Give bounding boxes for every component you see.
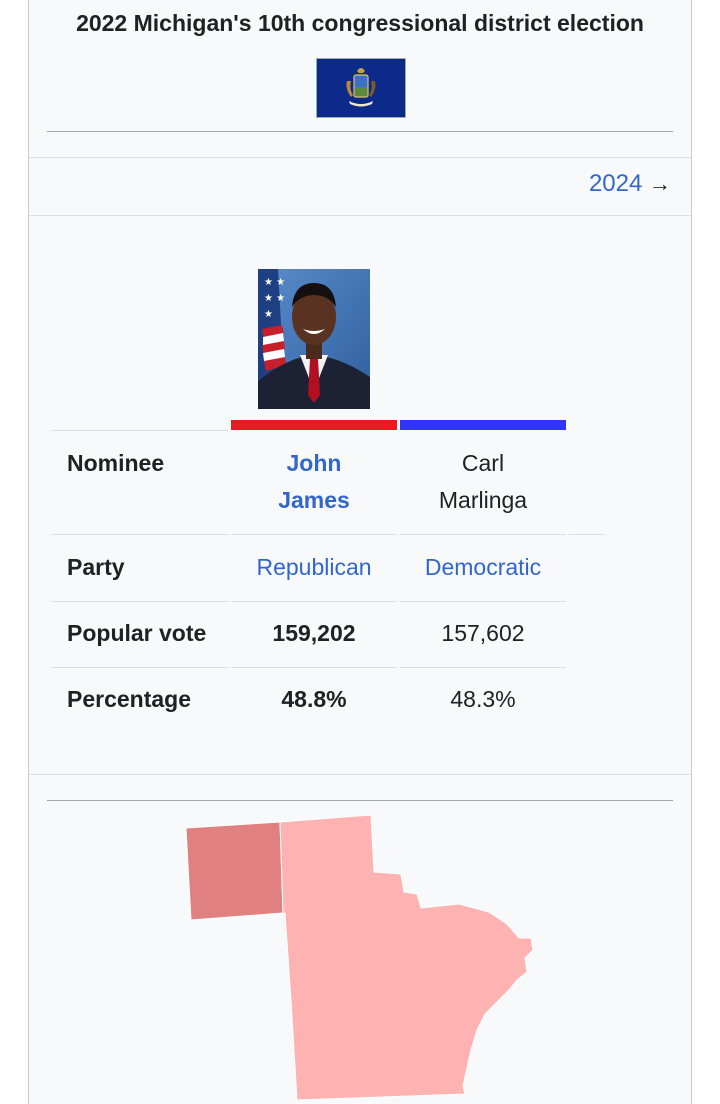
percentage-label: Percentage [67, 686, 192, 712]
party-democratic-link[interactable]: Democratic [424, 554, 542, 580]
republican-color-bar [231, 420, 397, 430]
row-divider [400, 667, 566, 668]
election-infobox: 2022 Michigan's 10th congressional distr… [28, 0, 692, 1104]
row-divider [51, 534, 229, 535]
county-region-lean [279, 814, 534, 1101]
infobox-title: 2022 Michigan's 10th congressional distr… [76, 10, 644, 36]
nominee-dem: Carl Marlinga [400, 445, 566, 519]
row-divider [400, 534, 566, 535]
svg-text:★: ★ [264, 309, 273, 320]
party-republican-link[interactable]: Republican [256, 554, 372, 580]
popular-vote-dem: 157,602 [441, 620, 525, 646]
percentage-dem: 48.3% [450, 686, 516, 712]
row-divider [400, 601, 566, 602]
section-divider [29, 215, 691, 216]
democratic-color-bar [400, 420, 566, 430]
svg-text:★ ★: ★ ★ [264, 277, 285, 288]
michigan-flag-icon[interactable] [316, 58, 406, 118]
nominee-rep-link[interactable]: John James [231, 445, 397, 519]
svg-text:★ ★: ★ ★ [264, 293, 285, 304]
row-divider [51, 430, 229, 431]
percentage-rep: 48.8% [281, 686, 347, 712]
nominee-rep-first-name: John [286, 450, 342, 476]
nominee-label: Nominee [67, 450, 165, 476]
map-divider [47, 800, 673, 801]
popular-vote-label: Popular vote [67, 620, 207, 646]
next-election-link[interactable]: 2024 → [589, 170, 671, 198]
row-divider [231, 534, 397, 535]
nominee-dem-last-name: Marlinga [438, 487, 528, 513]
county-region-strong [185, 821, 284, 921]
right-arrow-icon: → [649, 171, 671, 196]
row-divider [51, 601, 229, 602]
row-divider [569, 534, 605, 535]
title-divider [47, 131, 673, 132]
popular-vote-rep: 159,202 [272, 620, 356, 646]
section-divider [29, 774, 691, 775]
row-divider [231, 667, 397, 668]
party-label: Party [67, 554, 125, 580]
nominee-rep-last-name: James [278, 487, 350, 513]
candidate-photo-john-james[interactable]: ★ ★ ★ ★ ★ [258, 269, 370, 409]
next-election-label: 2024 [588, 170, 643, 197]
row-divider [51, 667, 229, 668]
row-divider [231, 601, 397, 602]
section-divider [29, 157, 691, 158]
nominee-dem-first-name: Carl [461, 450, 505, 476]
district-results-map[interactable] [29, 800, 691, 1104]
